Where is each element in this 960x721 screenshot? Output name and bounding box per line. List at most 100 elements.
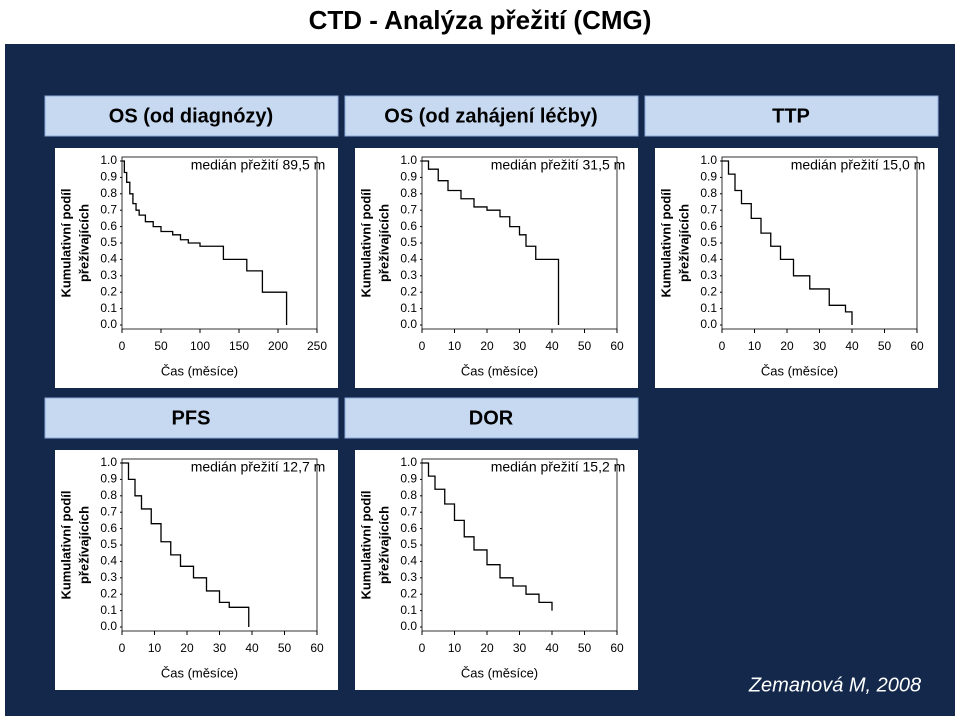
y-tick-label: 0.3 [100,268,117,282]
panel [655,148,938,388]
annotation: medián přežití 15,0 m [791,157,926,173]
x-tick-label: 0 [119,641,126,655]
y-tick-label: 0.2 [100,586,117,600]
y-tick-label: 0.1 [700,301,717,315]
y-tick-label: 1.0 [400,455,417,469]
x-tick-label: 10 [448,641,462,655]
x-axis-label: Čas (měsíce) [761,363,838,378]
x-tick-label: 30 [513,339,527,353]
chart-title: TTP [772,105,810,127]
y-axis-label: Kumulativní podíl [58,188,73,297]
y-tick-label: 0.4 [700,252,717,266]
x-tick-label: 60 [910,339,924,353]
slide-title: CTD - Analýza přežití (CMG) [309,5,652,35]
x-tick-label: 40 [845,339,859,353]
y-tick-label: 0.3 [100,570,117,584]
y-axis-label: přežívajících [76,204,91,282]
x-axis-label: Čas (měsíce) [161,665,238,680]
chart-title: OS (od zahájení léčby) [384,105,597,127]
y-tick-label: 0.9 [100,170,117,184]
y-tick-label: 0.6 [100,521,117,535]
y-tick-label: 1.0 [400,153,417,167]
y-tick-label: 1.0 [100,455,117,469]
x-tick-label: 250 [307,339,327,353]
y-axis-label: Kumulativní podíl [658,188,673,297]
survival-curve [122,160,288,325]
x-tick-label: 50 [278,641,292,655]
x-tick-label: 40 [245,641,259,655]
chart-title: OS (od diagnózy) [109,105,273,127]
y-tick-label: 0.8 [400,186,417,200]
survival-curve [422,462,553,611]
y-tick-label: 0.1 [100,301,117,315]
y-tick-label: 0.8 [400,488,417,502]
y-tick-label: 0.6 [400,219,417,233]
y-axis-label: Kumulativní podíl [358,490,373,599]
x-axis-label: Čas (měsíce) [161,363,238,378]
y-tick-label: 0.9 [100,472,117,486]
y-axis-label: přežívajících [76,506,91,584]
y-tick-label: 0.4 [100,554,117,568]
y-tick-label: 0.5 [100,537,117,551]
x-tick-label: 40 [545,641,559,655]
x-tick-label: 60 [610,641,624,655]
x-tick-label: 0 [419,641,426,655]
y-tick-label: 0.9 [700,170,717,184]
x-tick-label: 50 [578,641,592,655]
y-axis-label: přežívajících [676,204,691,282]
x-tick-label: 50 [878,339,892,353]
y-tick-label: 1.0 [100,153,117,167]
x-tick-label: 60 [610,339,624,353]
y-tick-label: 0.7 [400,202,417,216]
y-tick-label: 0.9 [400,472,417,486]
x-tick-label: 150 [229,339,249,353]
y-tick-label: 0.2 [100,284,117,298]
y-tick-label: 0.0 [400,619,417,633]
x-tick-label: 50 [578,339,592,353]
x-tick-label: 0 [719,339,726,353]
x-tick-label: 100 [190,339,210,353]
y-tick-label: 0.0 [100,619,117,633]
x-tick-label: 20 [780,339,794,353]
header-box [44,95,339,137]
y-axis-label: přežívajících [376,204,391,282]
x-tick-label: 20 [480,339,494,353]
x-tick-label: 30 [213,641,227,655]
header-box [644,95,939,137]
x-tick-label: 200 [268,339,288,353]
x-tick-label: 10 [748,339,762,353]
y-tick-label: 0.8 [700,186,717,200]
header-box [44,397,339,439]
y-tick-label: 0.6 [400,521,417,535]
y-tick-label: 0.6 [700,219,717,233]
x-tick-label: 10 [448,339,462,353]
x-tick-label: 0 [419,339,426,353]
panel [55,148,338,388]
annotation: medián přežití 15,2 m [491,459,626,475]
y-tick-label: 0.7 [100,504,117,518]
y-tick-label: 1.0 [700,153,717,167]
y-axis-label: Kumulativní podíl [358,188,373,297]
y-tick-label: 0.8 [100,186,117,200]
y-tick-label: 0.0 [100,317,117,331]
panel [55,450,338,690]
annotation: medián přežití 89,5 m [191,157,326,173]
y-tick-label: 0.5 [400,537,417,551]
survival-curve [722,160,853,325]
y-tick-label: 0.1 [100,603,117,617]
y-tick-label: 0.5 [400,235,417,249]
y-tick-label: 0.2 [400,586,417,600]
survival-curve [122,462,250,627]
y-tick-label: 0.5 [100,235,117,249]
x-axis-label: Čas (měsíce) [461,665,538,680]
x-tick-label: 0 [119,339,126,353]
x-tick-label: 20 [180,641,194,655]
y-tick-label: 0.4 [400,252,417,266]
x-tick-label: 40 [545,339,559,353]
chart-title: DOR [469,407,514,429]
y-tick-label: 0.7 [700,202,717,216]
y-tick-label: 0.4 [400,554,417,568]
x-tick-label: 30 [813,339,827,353]
panel [355,450,638,690]
